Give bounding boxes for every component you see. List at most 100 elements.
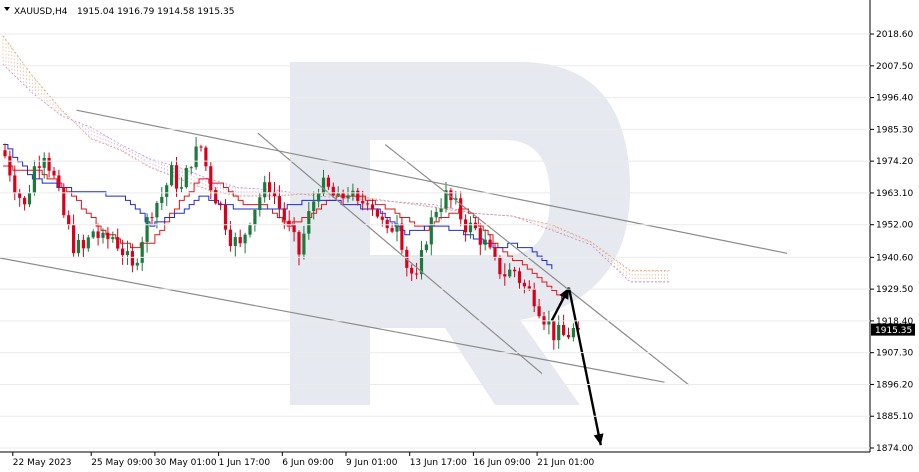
candle-bear [209, 166, 213, 191]
price-tick-label: 1985.30 [876, 125, 913, 135]
candle-bull [508, 269, 512, 277]
candle-bear [37, 166, 41, 168]
candle-bear [562, 325, 566, 335]
candle-bull [170, 165, 174, 186]
candle-bear [459, 198, 463, 220]
candle-bull [76, 239, 81, 254]
price-tick-label: 1952.00 [876, 221, 913, 231]
candle-bear [537, 306, 541, 317]
candle-bull [424, 244, 428, 251]
candle-bear [390, 228, 394, 232]
candle-bull [111, 237, 115, 240]
price-axis: 2018.60 2007.50 1996.40 1985.30 1974.20 1963.… [0, 30, 913, 454]
time-axis: 22 May 2023 25 May 09:00 30 May 01:00 1 Jun… [12, 452, 595, 468]
senkou-span-a-line [2, 35, 670, 271]
candle-bull [233, 237, 237, 246]
candle-bull [263, 182, 267, 198]
candle-bull [243, 234, 247, 244]
candle-bear [473, 222, 477, 229]
price-tick-label: 1940.60 [876, 253, 913, 263]
candle-bear [517, 271, 522, 283]
triangle-down-icon[interactable] [4, 7, 10, 11]
candle-bull [336, 192, 340, 196]
time-tick-label: 13 Jun 17:00 [410, 458, 467, 468]
candle-bull [253, 210, 257, 225]
candle-bull [434, 212, 438, 218]
time-tick-label: 16 Jun 09:00 [473, 458, 530, 468]
price-tick-label: 1974.20 [876, 157, 913, 167]
candle-bear [513, 269, 517, 272]
watermark-r-shape [290, 62, 630, 405]
candle-bear [527, 286, 531, 289]
candle-bear [331, 186, 335, 196]
ichimoku-lines [3, 144, 563, 300]
price-tick-label: 1896.20 [876, 380, 913, 390]
price-tick-label: 1907.30 [876, 349, 913, 359]
symbol-label: XAUUSD,H4 [14, 7, 68, 17]
candle-bull [184, 167, 188, 188]
candle-bull [547, 321, 551, 325]
price-tag-box [871, 323, 915, 336]
price-tick-label: 2018.60 [876, 30, 913, 40]
candle-bear [366, 203, 370, 205]
candle-bear [62, 187, 66, 216]
tenkan-sen-line [3, 165, 563, 300]
candle-bear [356, 190, 360, 201]
candle-bear [52, 170, 56, 176]
candle-bull [101, 232, 105, 238]
time-tick-label: 25 May 09:00 [91, 458, 153, 468]
candle-bull [444, 190, 448, 209]
time-tick-label: 22 May 2023 [13, 458, 72, 468]
candle-bear [478, 228, 482, 245]
candle-bear [361, 200, 365, 204]
candle-bull [86, 237, 90, 249]
forecast-arrow-shaft [567, 287, 602, 446]
candle-bull [165, 185, 169, 197]
current-price-tag: 1915.35 [871, 323, 915, 336]
candle-bear [199, 146, 203, 148]
candle-bear [174, 165, 179, 189]
candle-bear [238, 237, 242, 244]
candle-bear [449, 190, 453, 201]
price-tick-label: 1929.50 [876, 285, 913, 295]
candle-bull [32, 166, 36, 193]
price-tick-label: 2007.50 [876, 62, 913, 72]
time-tick-label: 21 Jun 01:00 [537, 458, 594, 468]
candle-bull [483, 239, 487, 245]
candle-bear [385, 219, 389, 229]
candle-bull [346, 195, 350, 199]
candle-bull [91, 231, 95, 238]
candle-bull [557, 325, 561, 341]
candle-bull [258, 197, 262, 211]
candle-bear [150, 217, 154, 219]
candle-bull [179, 187, 183, 189]
candle-bear [552, 321, 556, 341]
candle-bear [297, 232, 301, 255]
candle-bear [219, 203, 223, 206]
candle-bear [47, 157, 51, 171]
candle-bull [189, 167, 193, 169]
price-tag-label: 1915.35 [875, 326, 912, 336]
candle-bear [268, 182, 272, 193]
price-tick-label: 1874.00 [876, 444, 913, 454]
candle-bull [27, 192, 32, 205]
price-tick-label: 1918.40 [876, 317, 913, 327]
candle-bear [522, 282, 526, 287]
trend-channel-line [257, 132, 543, 375]
chart-header: XAUUSD,H4 1915.04 1916.79 1914.58 1915.3… [4, 7, 234, 17]
candle-bear [400, 223, 404, 250]
candle-bear [566, 334, 571, 338]
candle-bull [160, 196, 164, 203]
candle-bear [67, 215, 71, 225]
forecast-arrow-head [559, 287, 569, 300]
time-tick-label: 30 May 01:00 [155, 458, 217, 468]
time-tick-label: 6 Jun 09:00 [282, 458, 334, 468]
candle-bear [375, 209, 379, 217]
watermark-logo [290, 62, 630, 405]
candle-bull [454, 198, 458, 201]
candle-bear [272, 192, 277, 197]
candle-bear [106, 232, 110, 240]
candle-bear [464, 219, 468, 233]
price-tick-label: 1885.10 [876, 412, 913, 422]
